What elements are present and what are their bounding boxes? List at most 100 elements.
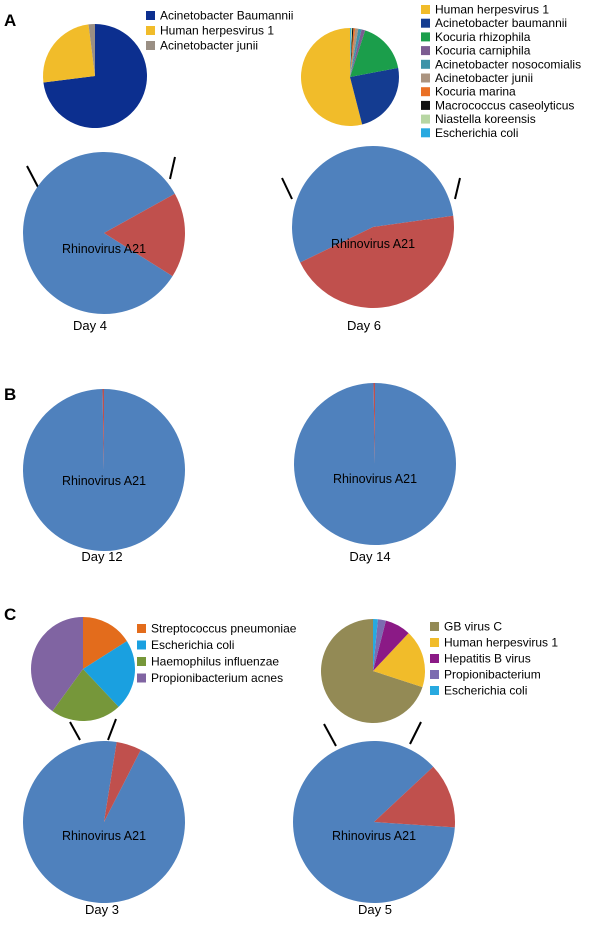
chart-6-legend-label-4: Propionibacterium — [444, 668, 541, 682]
chart-5-detail-slice-1 — [83, 617, 127, 669]
chart-6-main-slice-1 — [293, 741, 455, 903]
chart-2-legend-swatch-1 — [421, 5, 430, 14]
chart-2-connector-line-1 — [281, 177, 293, 200]
chart-3-group: Rhinovirus A21 Day 12 — [23, 389, 186, 564]
chart-2-legend-swatch-2 — [421, 18, 430, 28]
chart-2-legend-label-3: Kocuria rhizophila — [435, 30, 531, 44]
chart-6-detail-slice-2 — [373, 633, 426, 688]
chart-6-legend-label-2: Human herpesvirus 1 — [444, 636, 558, 650]
chart-1-legend-swatch-3 — [146, 41, 155, 50]
chart-6-legend-swatch-3 — [430, 654, 439, 663]
chart-2-legend-swatch-5 — [421, 59, 430, 69]
chart-1-detail-slice-3 — [88, 24, 95, 76]
chart-5-connector-line-1 — [69, 721, 81, 741]
chart-4-main-slice-2 — [373, 383, 375, 464]
chart-6-legend-swatch-2 — [430, 638, 439, 647]
chart-3-main-slice-2 — [102, 389, 104, 470]
chart-6-detail-slice-3 — [373, 620, 409, 671]
chart-5-legend-label-4: Propionibacterium acnes — [151, 671, 283, 685]
chart-6-main-slice-2 — [374, 766, 456, 828]
chart-2-detail-slice-9 — [350, 28, 353, 77]
chart-2-legend-swatch-4 — [421, 46, 430, 56]
chart-2-legend-swatch-8 — [421, 100, 430, 110]
chart-2-detail-slice-6 — [350, 28, 359, 78]
chart-2-legend-label-6: Acinetobacter junii — [435, 71, 533, 85]
chart-2-detail-slice-8 — [350, 28, 354, 77]
chart-1-detail-slice-2 — [43, 24, 95, 83]
chart-6-legend-label-1: GB virus C — [444, 620, 502, 634]
chart-2-day-label: Day 6 — [347, 318, 381, 333]
chart-6-day-label: Day 5 — [358, 902, 392, 917]
chart-2-detail-slice-1 — [300, 27, 363, 126]
chart-1-main-slice-1 — [22, 152, 175, 314]
chart-6-detail-slice-1 — [321, 619, 423, 724]
chart-6-group: Rhinovirus A21 Day 5 GB virus C Human herpe… — [293, 619, 558, 917]
chart-2-detail-slice-7 — [350, 28, 356, 77]
chart-5-legend: Streptococcus pneumoniae Escherichia coli… — [137, 622, 297, 685]
chart-2-detail-slice-5 — [350, 28, 362, 77]
chart-2-legend-label-4: Kocuria carniphila — [435, 44, 531, 58]
chart-5-main-slice-1 — [22, 740, 185, 903]
chart-1-day-label: Day 4 — [73, 318, 107, 333]
chart-5-detail-slice-3 — [52, 669, 119, 722]
chart-1-legend-label-3: Acinetobacter junii — [160, 39, 258, 53]
chart-5-main-slice-2 — [104, 741, 141, 822]
chart-6-legend-label-3: Hepatitis B virus — [444, 652, 531, 666]
chart-1-group: Rhinovirus A21 Day 4 Acinetobacter Baumann… — [22, 9, 293, 333]
chart-2-legend-label-1: Human herpesvirus 1 — [435, 3, 549, 17]
chart-5-legend-swatch-2 — [137, 640, 146, 650]
chart-5-legend-swatch-1 — [137, 624, 146, 633]
chart-4-main-slice-1 — [294, 383, 457, 546]
chart-2-legend-label-7: Kocuria marina — [435, 85, 516, 99]
chart-2-main-slice-1 — [291, 145, 454, 263]
chart-2-main-label: Rhinovirus A21 — [331, 237, 415, 251]
chart-2-detail-slice-10 — [350, 28, 351, 77]
chart-2-legend-label-8: Macrococcus caseolyticus — [435, 98, 574, 112]
chart-5-detail-slice-4 — [30, 617, 83, 712]
chart-5-main-label: Rhinovirus A21 — [62, 829, 146, 843]
chart-6-detail-slice-4 — [373, 619, 386, 671]
chart-5-connector-line-2 — [107, 718, 117, 741]
chart-6-connector-line-1 — [323, 723, 337, 747]
chart-2-legend-label-2: Acinetobacter baumannii — [435, 16, 567, 30]
chart-5-group: Rhinovirus A21 Day 3 Streptococcus pneumon… — [22, 617, 297, 917]
chart-3-main-label: Rhinovirus A21 — [62, 474, 146, 488]
chart-2-connector-line-2 — [454, 177, 461, 200]
chart-2-legend-label-5: Acinetobacter nosocomialis — [435, 57, 581, 71]
chart-5-detail-slice-2 — [83, 641, 135, 707]
chart-1-main-label: Rhinovirus A21 — [62, 242, 146, 256]
chart-5-legend-swatch-3 — [137, 657, 146, 666]
chart-5-day-label: Day 3 — [85, 902, 119, 917]
chart-6-legend-swatch-4 — [430, 670, 439, 679]
panel-letter-a: A — [4, 11, 16, 30]
chart-2-detail-slice-4 — [350, 29, 366, 77]
chart-5-legend-swatch-4 — [137, 673, 146, 683]
chart-4-group: Rhinovirus A21 Day 14 — [294, 383, 457, 564]
chart-2-main-slice-2 — [300, 215, 454, 308]
chart-5-legend-label-3: Haemophilus influenzae — [151, 655, 279, 669]
chart-4-day-label: Day 14 — [349, 549, 390, 564]
chart-4-main-label: Rhinovirus A21 — [333, 472, 417, 486]
chart-2-legend-label-9: Niastella koreensis — [435, 112, 536, 126]
chart-2-legend-swatch-10 — [421, 128, 430, 138]
chart-1-legend-swatch-2 — [146, 26, 155, 35]
chart-1-connector-line-2 — [169, 156, 176, 180]
chart-1-legend-label-2: Human herpesvirus 1 — [160, 24, 274, 38]
chart-5-legend-label-1: Streptococcus pneumoniae — [151, 622, 297, 636]
panel-letter-c: C — [4, 605, 16, 624]
chart-1-connector-line-1 — [26, 165, 39, 188]
chart-2-legend-label-10: Escherichia coli — [435, 126, 518, 140]
chart-2-legend-swatch-7 — [421, 87, 430, 97]
chart-1-legend-label-1: Acinetobacter Baumannii — [160, 9, 293, 23]
chart-6-legend-swatch-5 — [430, 686, 439, 695]
chart-1-main-slice-2 — [104, 193, 185, 277]
chart-1-legend-swatch-1 — [146, 11, 155, 20]
chart-6-connector-line-2 — [409, 721, 422, 745]
chart-3-main-slice-1 — [23, 389, 186, 551]
chart-6-detail-slice-5 — [373, 619, 378, 671]
chart-6-legend-label-5: Escherichia coli — [444, 684, 527, 698]
